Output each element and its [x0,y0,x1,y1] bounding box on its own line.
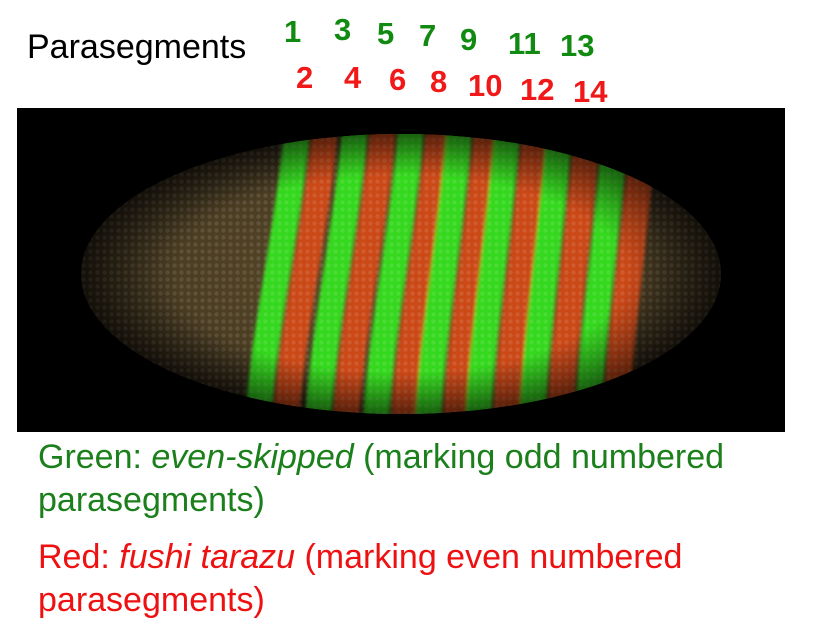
parasegment-label-1: 1 [284,14,302,49]
legend-red-line1: Red: fushi tarazu (marking even numbered [38,536,682,579]
legend-red-suffix: (marking even numbered [295,538,683,576]
parasegment-label-13: 13 [560,28,595,63]
parasegment-label-5: 5 [377,16,395,51]
embryo-stripe-image [17,108,785,432]
legend-red-prefix: Red: [38,538,120,576]
parasegment-label-6: 6 [389,62,407,97]
parasegment-label-9: 9 [460,22,478,57]
legend-green-suffix: (marking odd numbered [353,438,725,476]
parasegment-label-14: 14 [573,74,608,109]
embryo-vignette [81,134,721,414]
parasegment-label-10: 10 [468,68,503,103]
legend-green-gene: even-skipped [151,438,354,476]
parasegment-label-7: 7 [419,18,437,53]
parasegment-label-11: 11 [508,26,541,61]
parasegment-label-4: 4 [344,60,362,95]
legend-green-prefix: Green: [38,438,152,476]
parasegment-label-8: 8 [430,64,448,99]
parasegment-label-3: 3 [334,12,352,47]
legend-green-line1: Green: even-skipped (marking odd numbere… [38,436,724,479]
legend-red-gene: fushi tarazu [119,538,296,576]
parasegment-label-2: 2 [296,60,314,95]
legend-green-line2: parasegments) [38,480,265,519]
legend-red: Red: fushi tarazu (marking even numbered… [38,536,682,621]
legend-red-line2: parasegments) [38,580,265,619]
legend-green: Green: even-skipped (marking odd numbere… [38,436,724,521]
parasegment-label-12: 12 [520,72,555,107]
figure-title: Parasegments [27,28,247,66]
